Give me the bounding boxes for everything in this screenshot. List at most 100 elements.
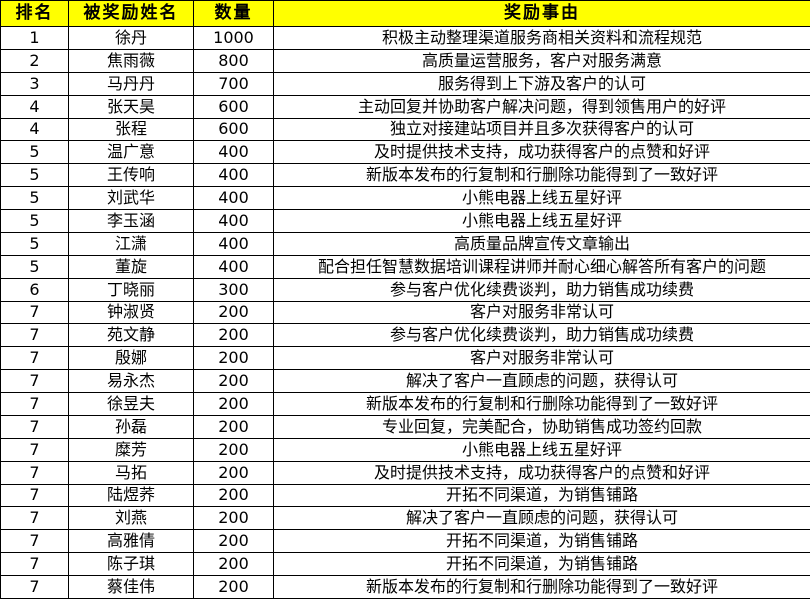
cell-name[interactable]: 陈子琪	[68, 552, 194, 576]
cell-reason[interactable]: 服务得到上下游及客户的认可	[273, 71, 810, 96]
cell-qty[interactable]: 200	[193, 552, 274, 576]
cell-name[interactable]: 殷娜	[68, 346, 194, 371]
cell-rank[interactable]: 5	[0, 163, 69, 188]
cell-name[interactable]: 刘燕	[68, 506, 194, 531]
cell-qty[interactable]: 200	[193, 437, 274, 462]
cell-name[interactable]: 王传响	[68, 163, 194, 188]
cell-reason[interactable]: 新版本发布的行复制和行删除功能得到了一致好评	[273, 575, 810, 599]
cell-rank[interactable]: 4	[0, 117, 69, 142]
cell-reason[interactable]: 新版本发布的行复制和行删除功能得到了一致好评	[273, 392, 810, 416]
cell-qty[interactable]: 200	[193, 346, 274, 371]
cell-qty[interactable]: 400	[193, 163, 274, 188]
cell-reason[interactable]: 小熊电器上线五星好评	[273, 209, 810, 233]
cell-name[interactable]: 张天昊	[68, 94, 194, 119]
cell-qty[interactable]: 400	[193, 186, 274, 210]
cell-qty[interactable]: 400	[193, 209, 274, 233]
cell-qty[interactable]: 600	[193, 94, 274, 119]
cell-rank[interactable]: 7	[0, 369, 69, 393]
cell-rank[interactable]: 6	[0, 277, 69, 302]
cell-rank[interactable]: 5	[0, 140, 69, 165]
cell-reason[interactable]: 主动回复并协助客户解决问题，得到领售用户的好评	[273, 94, 810, 119]
cell-qty[interactable]: 1000	[193, 26, 274, 50]
cell-qty[interactable]: 600	[193, 117, 274, 142]
cell-reason[interactable]: 专业回复，完美配合，协助销售成功签约回款	[273, 414, 810, 439]
cell-reason[interactable]: 新版本发布的行复制和行删除功能得到了一致好评	[273, 163, 810, 188]
cell-qty[interactable]: 200	[193, 369, 274, 393]
cell-rank[interactable]: 7	[0, 437, 69, 462]
cell-qty[interactable]: 200	[193, 323, 274, 348]
cell-qty[interactable]: 200	[193, 460, 274, 485]
cell-qty[interactable]: 800	[193, 48, 274, 73]
cell-qty[interactable]: 200	[193, 483, 274, 508]
cell-name[interactable]: 李玉涵	[68, 209, 194, 233]
cell-rank[interactable]: 5	[0, 186, 69, 210]
cell-qty[interactable]: 700	[193, 71, 274, 96]
header-cell-reason[interactable]: 奖励事由	[273, 0, 810, 27]
cell-qty[interactable]: 400	[193, 231, 274, 256]
cell-rank[interactable]: 7	[0, 300, 69, 325]
cell-qty[interactable]: 300	[193, 277, 274, 302]
cell-name[interactable]: 徐昱夫	[68, 392, 194, 416]
cell-name[interactable]: 易永杰	[68, 369, 194, 393]
cell-name[interactable]: 孙磊	[68, 414, 194, 439]
cell-rank[interactable]: 7	[0, 414, 69, 439]
cell-rank[interactable]: 5	[0, 209, 69, 233]
cell-name[interactable]: 高雅倩	[68, 529, 194, 554]
cell-rank[interactable]: 5	[0, 254, 69, 279]
cell-reason[interactable]: 参与客户优化续费谈判，助力销售成功续费	[273, 323, 810, 348]
cell-name[interactable]: 温广意	[68, 140, 194, 165]
cell-reason[interactable]: 解决了客户一直顾虑的问题，获得认可	[273, 369, 810, 393]
cell-reason[interactable]: 参与客户优化续费谈判，助力销售成功续费	[273, 277, 810, 302]
cell-reason[interactable]: 开拓不同渠道，为销售铺路	[273, 552, 810, 576]
cell-reason[interactable]: 开拓不同渠道，为销售铺路	[273, 529, 810, 554]
cell-qty[interactable]: 200	[193, 300, 274, 325]
cell-reason[interactable]: 配合担任智慧数据培训课程讲师并耐心细心解答所有客户的问题	[273, 254, 810, 279]
cell-reason[interactable]: 高质量品牌宣传文章输出	[273, 231, 810, 256]
cell-rank[interactable]: 5	[0, 231, 69, 256]
header-cell-name[interactable]: 被奖励姓名	[68, 0, 194, 27]
cell-reason[interactable]: 客户对服务非常认可	[273, 346, 810, 371]
cell-rank[interactable]: 7	[0, 392, 69, 416]
cell-name[interactable]: 蔡佳伟	[68, 575, 194, 599]
cell-qty[interactable]: 200	[193, 392, 274, 416]
cell-name[interactable]: 焦雨薇	[68, 48, 194, 73]
cell-qty[interactable]: 200	[193, 575, 274, 599]
cell-rank[interactable]: 3	[0, 71, 69, 96]
cell-name[interactable]: 江潇	[68, 231, 194, 256]
cell-reason[interactable]: 及时提供技术支持，成功获得客户的点赞和好评	[273, 460, 810, 485]
cell-reason[interactable]: 积极主动整理渠道服务商相关资料和流程规范	[273, 26, 810, 50]
cell-qty[interactable]: 200	[193, 529, 274, 554]
cell-rank[interactable]: 7	[0, 552, 69, 576]
cell-reason[interactable]: 小熊电器上线五星好评	[273, 437, 810, 462]
cell-name[interactable]: 苑文静	[68, 323, 194, 348]
cell-rank[interactable]: 7	[0, 483, 69, 508]
cell-reason[interactable]: 及时提供技术支持，成功获得客户的点赞和好评	[273, 140, 810, 165]
cell-rank[interactable]: 7	[0, 529, 69, 554]
cell-rank[interactable]: 7	[0, 460, 69, 485]
cell-rank[interactable]: 4	[0, 94, 69, 119]
cell-name[interactable]: 马拓	[68, 460, 194, 485]
cell-reason[interactable]: 高质量运营服务，客户对服务满意	[273, 48, 810, 73]
cell-rank[interactable]: 7	[0, 323, 69, 348]
cell-reason[interactable]: 开拓不同渠道，为销售铺路	[273, 483, 810, 508]
cell-qty[interactable]: 400	[193, 254, 274, 279]
cell-name[interactable]: 钟淑贤	[68, 300, 194, 325]
cell-rank[interactable]: 1	[0, 26, 69, 50]
cell-rank[interactable]: 7	[0, 346, 69, 371]
cell-rank[interactable]: 7	[0, 575, 69, 599]
cell-name[interactable]: 陆煜荞	[68, 483, 194, 508]
header-cell-qty[interactable]: 数量	[193, 0, 274, 27]
cell-qty[interactable]: 400	[193, 140, 274, 165]
cell-rank[interactable]: 7	[0, 506, 69, 531]
cell-reason[interactable]: 独立对接建站项目并且多次获得客户的认可	[273, 117, 810, 142]
cell-rank[interactable]: 2	[0, 48, 69, 73]
cell-reason[interactable]: 客户对服务非常认可	[273, 300, 810, 325]
cell-reason[interactable]: 解决了客户一直顾虑的问题，获得认可	[273, 506, 810, 531]
cell-qty[interactable]: 200	[193, 414, 274, 439]
header-cell-rank[interactable]: 排名	[0, 0, 69, 27]
cell-name[interactable]: 马丹丹	[68, 71, 194, 96]
cell-name[interactable]: 徐丹	[68, 26, 194, 50]
cell-name[interactable]: 丁晓丽	[68, 277, 194, 302]
cell-name[interactable]: 董旋	[68, 254, 194, 279]
cell-name[interactable]: 糜芳	[68, 437, 194, 462]
